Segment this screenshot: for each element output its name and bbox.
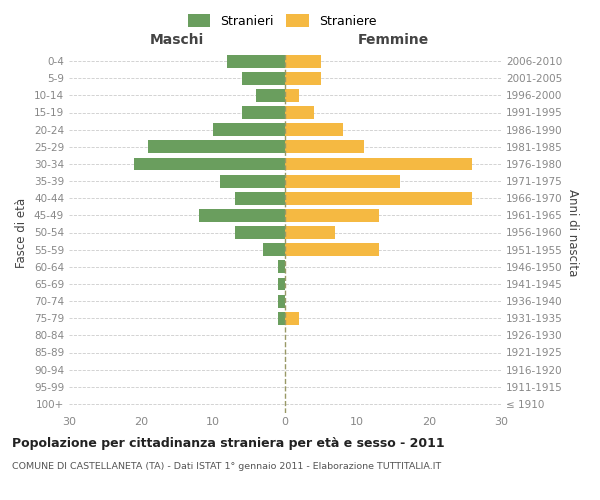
Bar (256, 89, 285, 102)
Bar (285, 106, 314, 119)
Bar (285, 54, 321, 68)
Bar (235, 226, 285, 239)
Bar (285, 140, 364, 153)
Bar (285, 243, 379, 256)
Bar (285, 123, 343, 136)
Bar (213, 123, 285, 136)
Bar (285, 312, 299, 324)
Bar (285, 226, 335, 239)
Text: Maschi: Maschi (150, 34, 204, 48)
Bar (278, 260, 285, 273)
Bar (278, 294, 285, 308)
Bar (227, 54, 285, 68)
Text: Popolazione per cittadinanza straniera per età e sesso - 2011: Popolazione per cittadinanza straniera p… (12, 438, 445, 450)
Bar (278, 278, 285, 290)
Y-axis label: Anni di nascita: Anni di nascita (566, 189, 579, 276)
Bar (242, 106, 285, 119)
Bar (285, 72, 321, 85)
Bar (285, 89, 299, 102)
Bar (285, 209, 379, 222)
Bar (220, 174, 285, 188)
Bar (148, 140, 285, 153)
Bar (242, 72, 285, 85)
Legend: Stranieri, Straniere: Stranieri, Straniere (183, 8, 381, 33)
Bar (285, 192, 472, 204)
Bar (285, 174, 400, 188)
Y-axis label: Fasce di età: Fasce di età (16, 198, 28, 268)
Bar (199, 209, 285, 222)
Bar (263, 243, 285, 256)
Bar (134, 158, 285, 170)
Bar (278, 312, 285, 324)
Bar (235, 192, 285, 204)
Text: Femmine: Femmine (358, 34, 428, 48)
Bar (285, 158, 472, 170)
Text: COMUNE DI CASTELLANETA (TA) - Dati ISTAT 1° gennaio 2011 - Elaborazione TUTTITAL: COMUNE DI CASTELLANETA (TA) - Dati ISTAT… (12, 462, 441, 471)
